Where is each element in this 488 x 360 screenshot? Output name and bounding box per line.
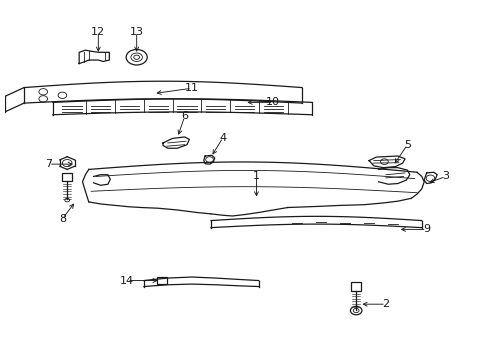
- Text: 12: 12: [91, 27, 105, 37]
- Text: 3: 3: [441, 171, 448, 181]
- Text: 14: 14: [120, 275, 134, 285]
- Text: 7: 7: [45, 159, 52, 169]
- Text: 6: 6: [181, 112, 188, 121]
- Text: 2: 2: [382, 299, 388, 309]
- Text: 4: 4: [219, 133, 226, 143]
- Text: 11: 11: [184, 83, 199, 93]
- Text: 10: 10: [265, 98, 280, 107]
- Text: 1: 1: [252, 171, 260, 181]
- Text: 13: 13: [129, 27, 143, 37]
- Text: 8: 8: [59, 214, 66, 224]
- Text: 9: 9: [422, 224, 429, 234]
- Text: 5: 5: [403, 140, 410, 150]
